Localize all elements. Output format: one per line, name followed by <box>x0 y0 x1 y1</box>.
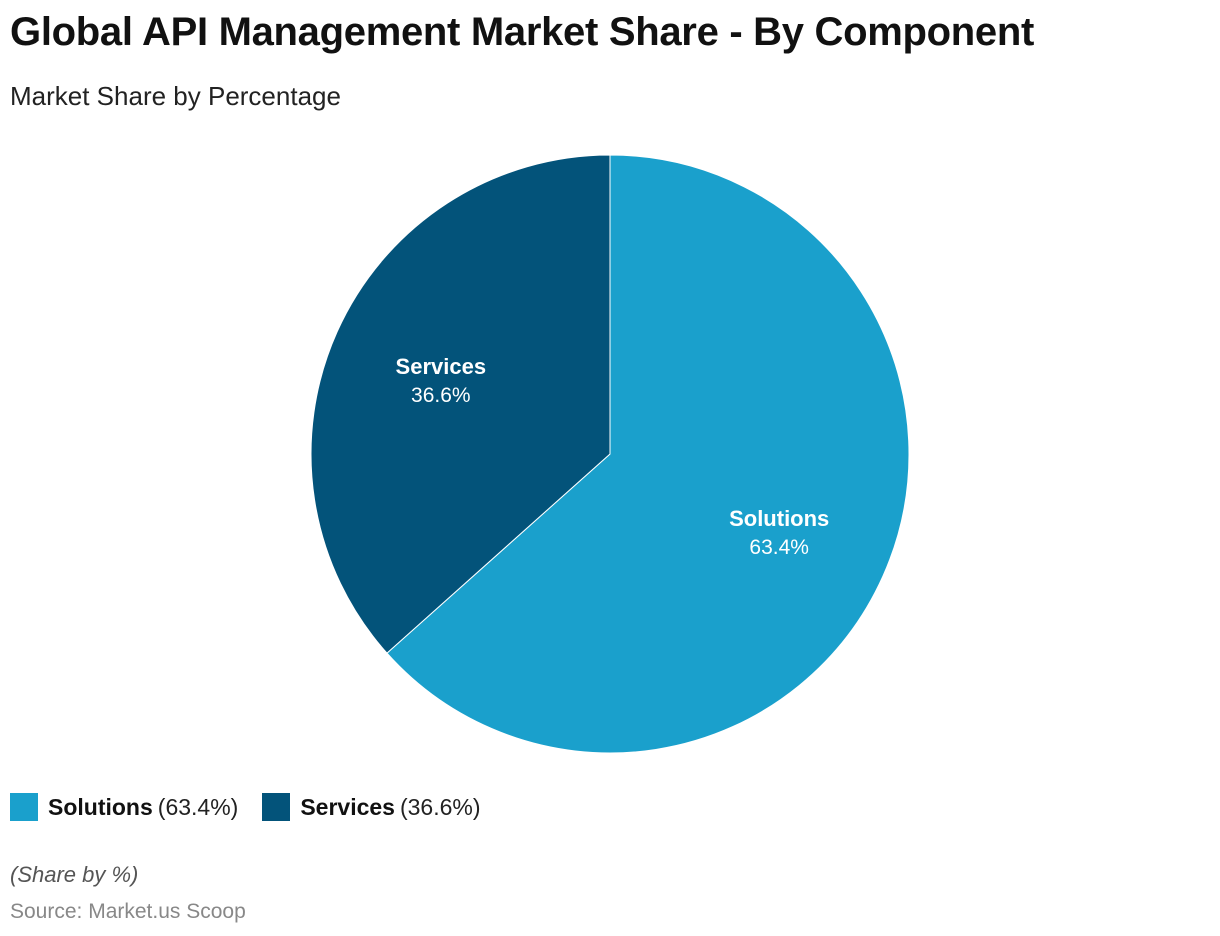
pie-slice-solutions <box>386 154 910 754</box>
slice-label-services: Services <box>396 354 487 379</box>
chart-title: Global API Management Market Share - By … <box>10 10 1034 54</box>
legend-value-solutions: (63.4%) <box>157 793 239 820</box>
legend-value-services: (36.6%) <box>399 793 481 820</box>
legend-item-services: Services (36.6%) <box>262 793 481 821</box>
source-note: Source: Market.us Scoop <box>10 900 246 923</box>
footnote: (Share by %) <box>10 862 139 887</box>
pie-chart: Solutions 63.4% Services 36.6% <box>310 154 910 754</box>
legend: Solutions (63.4%) Services (36.6%) <box>10 793 505 821</box>
slice-value-services: 36.6% <box>411 384 471 407</box>
chart-subtitle: Market Share by Percentage <box>10 81 341 111</box>
pie-labels: Solutions 63.4% Services 36.6% <box>396 354 830 559</box>
legend-swatch-solutions <box>10 793 38 821</box>
legend-swatch-services <box>262 793 291 821</box>
pie-slice-services <box>310 154 611 654</box>
legend-label-services: Services <box>300 793 395 820</box>
legend-label-solutions: Solutions <box>48 793 153 820</box>
slice-value-solutions: 63.4% <box>749 536 809 559</box>
legend-item-solutions: Solutions (63.4%) <box>10 793 238 821</box>
slice-label-solutions: Solutions <box>729 506 829 531</box>
pie-slices <box>310 154 910 754</box>
